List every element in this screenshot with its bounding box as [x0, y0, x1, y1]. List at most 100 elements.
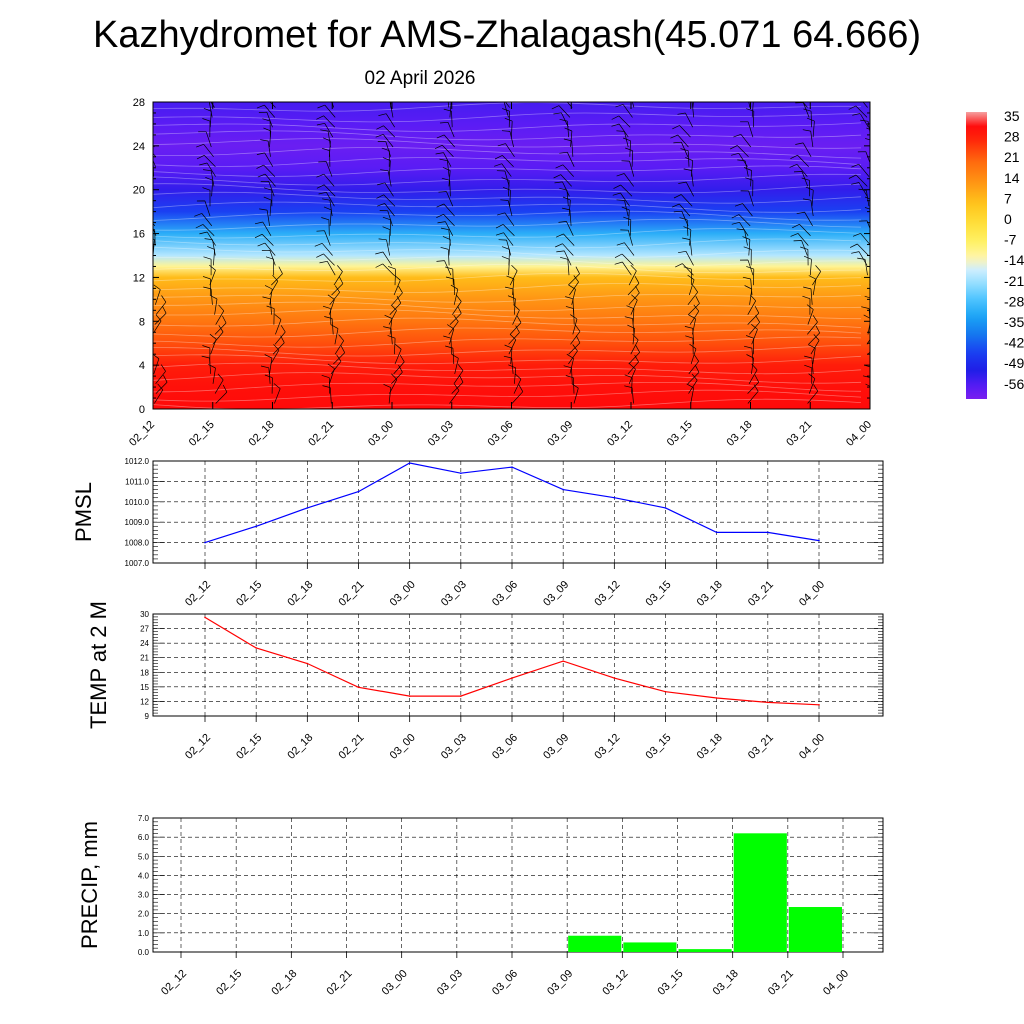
wind-barb — [153, 278, 154, 296]
wind-barb — [611, 115, 631, 128]
colorbar-label: 21 — [1004, 149, 1020, 165]
wind-barb — [848, 174, 868, 187]
x-tick-label: 04_00 — [797, 579, 827, 609]
wind-barb — [274, 314, 282, 335]
y-tick-label: 1007.0 — [125, 559, 150, 568]
wind-barb — [627, 354, 639, 375]
wind-barb — [153, 170, 154, 172]
wind-barb — [554, 181, 570, 197]
wind-barb — [495, 232, 514, 246]
wind-barb — [271, 266, 283, 286]
wind-barb — [563, 138, 574, 157]
wind-barb — [802, 295, 811, 315]
wind-barb — [378, 238, 391, 256]
x-tick-label: 03_21 — [766, 968, 796, 998]
wind-barb — [436, 134, 455, 148]
wind-barb — [508, 333, 517, 355]
wind-barb — [316, 253, 335, 266]
wind-barb — [263, 187, 273, 207]
wind-barb — [153, 159, 156, 167]
wind-barb — [375, 251, 393, 266]
wind-barb — [570, 324, 581, 345]
wind-barb — [795, 142, 812, 157]
x-tick-label: 03_15 — [665, 419, 695, 449]
wind-barb — [866, 338, 870, 345]
wind-barb — [436, 260, 452, 276]
wind-barb — [155, 295, 167, 315]
wind-barb — [691, 102, 695, 118]
wind-barb — [327, 294, 335, 315]
wind-barb — [508, 325, 520, 345]
precip-bar — [678, 949, 732, 952]
y-tick-label: 27 — [140, 625, 149, 634]
x-tick-label: 02_18 — [285, 732, 315, 762]
x-tick-label: 02_18 — [247, 419, 277, 449]
isotherm-line — [153, 309, 862, 320]
isotherm-line — [153, 122, 862, 132]
data-point — [306, 662, 309, 665]
isotherm-line — [153, 344, 862, 357]
wind-barb — [673, 210, 689, 227]
isotherm-line — [153, 138, 862, 149]
isotherm-line — [153, 246, 862, 258]
wind-barb — [800, 246, 809, 266]
wind-barb — [692, 102, 694, 108]
wind-barb — [269, 102, 276, 108]
wind-barb — [869, 363, 870, 364]
wind-barb — [504, 344, 513, 365]
wind-barb — [203, 169, 215, 187]
wind-barb — [318, 161, 333, 177]
wind-barb — [260, 180, 275, 197]
wind-barb — [628, 363, 636, 384]
y-tick-label: 9 — [145, 712, 150, 721]
wind-barb — [380, 169, 392, 187]
wind-barb — [731, 214, 751, 227]
wind-barb — [434, 144, 454, 158]
colorbar-label: -28 — [1004, 293, 1024, 309]
wind-barb — [848, 105, 868, 118]
wind-barb — [571, 383, 579, 404]
wind-barb — [375, 263, 395, 276]
wind-barb — [740, 121, 754, 138]
wind-barb — [559, 187, 569, 207]
wind-barb — [202, 118, 211, 138]
wind-barb — [154, 383, 164, 404]
wind-barb — [679, 217, 689, 236]
wind-barb — [202, 345, 211, 365]
wind-barb — [802, 198, 814, 217]
wind-barb — [321, 217, 330, 236]
wind-barb — [871, 354, 878, 374]
wind-barb — [616, 199, 629, 217]
wind-barb — [569, 275, 579, 296]
wind-barb — [154, 305, 167, 325]
wind-barb — [391, 364, 403, 385]
x-tick-label: 03_03 — [435, 968, 465, 998]
wind-barb — [321, 374, 330, 394]
x-tick-label: 04_00 — [844, 419, 874, 449]
x-tick-label: 03_00 — [388, 579, 418, 609]
wind-barb — [626, 305, 635, 325]
x-tick-label: 03_06 — [490, 579, 520, 609]
wind-barb — [203, 107, 212, 128]
wind-barb — [333, 345, 346, 365]
wind-barb — [442, 167, 451, 187]
y-tick-label: 20 — [133, 185, 145, 197]
isotherm-line — [153, 210, 862, 221]
wind-barb — [865, 383, 870, 404]
wind-barb — [553, 174, 572, 187]
x-tick-label: 02_12 — [183, 732, 213, 762]
data-point — [204, 616, 206, 619]
x-tick-label: 02_21 — [325, 968, 355, 998]
wind-barb — [323, 206, 332, 226]
wind-barb — [153, 284, 161, 305]
wind-barb — [254, 221, 272, 236]
isotherm-line — [153, 354, 862, 365]
data-point — [460, 472, 462, 475]
wind-barb — [672, 125, 691, 138]
wind-barbs — [153, 102, 878, 404]
wind-barb — [803, 286, 813, 305]
wind-barb — [497, 143, 515, 157]
isotherm-contours — [153, 102, 862, 409]
wind-barb — [509, 315, 522, 335]
